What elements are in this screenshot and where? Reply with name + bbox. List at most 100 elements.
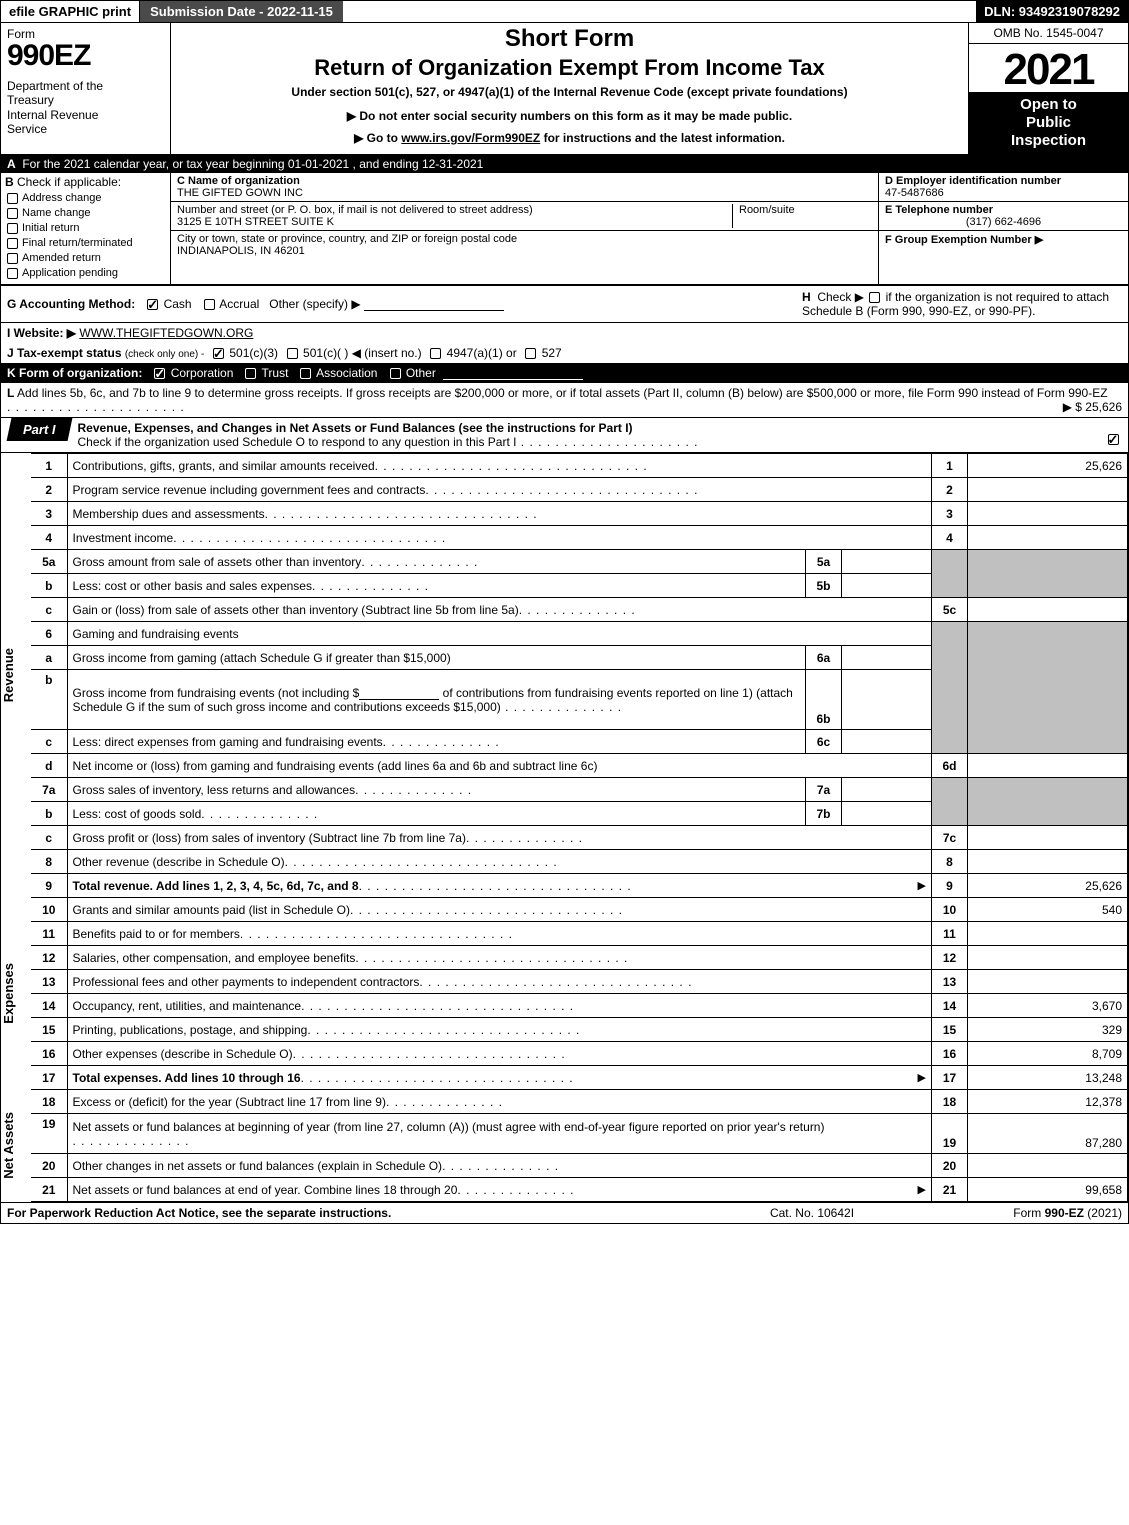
form-header: Form 990EZ Department of theTreasuryInte…: [1, 23, 1128, 155]
checkbox-icon: [7, 268, 18, 279]
table-row: c Gross profit or (loss) from sales of i…: [1, 826, 1128, 850]
website-value[interactable]: WWW.THEGIFTEDGOWN.ORG: [79, 326, 253, 340]
subtitle: Under section 501(c), 527, or 4947(a)(1)…: [177, 85, 962, 99]
dots-icon: [419, 975, 926, 989]
department-text: Department of theTreasuryInternal Revenu…: [7, 79, 164, 137]
dots-icon: [375, 459, 926, 473]
row-num: 1: [31, 454, 67, 478]
b-label: B Check if applicable:: [5, 175, 166, 189]
dots-icon: [361, 555, 800, 569]
checkbox-accrual-icon[interactable]: [204, 299, 215, 310]
chk-final-return[interactable]: Final return/terminated: [7, 237, 166, 249]
table-row: 15 Printing, publications, postage, and …: [1, 1018, 1128, 1042]
group-exemption-row: F Group Exemption Number ▶: [879, 231, 1128, 284]
part-i-header: Part I Revenue, Expenses, and Changes in…: [1, 417, 1128, 453]
checkbox-icon: [7, 253, 18, 264]
chk-application-pending[interactable]: Application pending: [7, 267, 166, 279]
checkbox-other-icon[interactable]: [390, 368, 401, 379]
checkbox-527-icon[interactable]: [525, 348, 536, 359]
submission-date: Submission Date - 2022-11-15: [139, 1, 343, 22]
dots-icon: [355, 783, 800, 797]
chk-amended-return[interactable]: Amended return: [7, 252, 166, 264]
chk-address-change[interactable]: Address change: [7, 192, 166, 204]
table-row: 16 Other expenses (describe in Schedule …: [1, 1042, 1128, 1066]
city-label: City or town, state or province, country…: [177, 233, 872, 245]
ein-value: 47-5487686: [885, 187, 944, 199]
footer-catno: Cat. No. 10642I: [682, 1206, 942, 1220]
line-a-label: A: [7, 157, 16, 171]
omb-number: OMB No. 1545-0047: [969, 23, 1128, 44]
table-row: 6 Gaming and fundraising events: [1, 622, 1128, 646]
street-row: Number and street (or P. O. box, if mail…: [171, 202, 878, 231]
main-title: Return of Organization Exempt From Incom…: [177, 55, 962, 81]
checkbox-corp-icon[interactable]: [154, 368, 165, 379]
checkbox-cash-icon[interactable]: [147, 299, 158, 310]
topbar: efile GRAPHIC print Submission Date - 20…: [1, 1, 1128, 23]
dots-icon: [359, 879, 914, 893]
table-row: 8 Other revenue (describe in Schedule O)…: [1, 850, 1128, 874]
checkbox-parti-icon[interactable]: [1108, 434, 1119, 445]
other-org-blank: [443, 379, 583, 380]
table-row: 21 Net assets or fund balances at end of…: [1, 1178, 1128, 1202]
line-h: H Check ▶ if the organization is not req…: [802, 290, 1122, 318]
ein-row: D Employer identification number 47-5487…: [879, 173, 1128, 202]
revenue-label: Revenue: [1, 648, 16, 702]
dots-icon: [355, 951, 926, 965]
table-row: 20 Other changes in net assets or fund b…: [1, 1154, 1128, 1178]
part-i-check: [1098, 418, 1128, 446]
dots-icon: [285, 855, 926, 869]
line-g: G Accounting Method: Cash Accrual Other …: [7, 297, 802, 311]
dots-icon: [457, 1183, 913, 1197]
org-name-row: C Name of organization THE GIFTED GOWN I…: [171, 173, 878, 202]
checkbox-icon: [7, 193, 18, 204]
checkbox-icon: [7, 208, 18, 219]
checkbox-assoc-icon[interactable]: [300, 368, 311, 379]
dots-icon: [301, 999, 926, 1013]
row-val: 25,626: [968, 454, 1128, 478]
tax-year: 2021: [969, 44, 1128, 92]
checkbox-h-icon[interactable]: [869, 292, 880, 303]
dots-icon: [312, 579, 800, 593]
table-row: 5a Gross amount from sale of assets othe…: [1, 550, 1128, 574]
table-row: 14 Occupancy, rent, utilities, and maint…: [1, 994, 1128, 1018]
expenses-label: Expenses: [1, 963, 16, 1024]
dots-icon: [516, 435, 698, 449]
table-row: Expenses 10 Grants and similar amounts p…: [1, 898, 1128, 922]
table-row: 3 Membership dues and assessments 3: [1, 502, 1128, 526]
dots-icon: [442, 1159, 926, 1173]
group-label: F Group Exemption Number ▶: [885, 234, 1043, 246]
table-row: 13 Professional fees and other payments …: [1, 970, 1128, 994]
checkbox-501c3-icon[interactable]: [213, 348, 224, 359]
line-j: J Tax-exempt status (check only one) - 5…: [1, 343, 1128, 363]
table-row: c Gain or (loss) from sale of assets oth…: [1, 598, 1128, 622]
street-value: 3125 E 10TH STREET SUITE K: [177, 216, 732, 228]
phone-value: (317) 662-4696: [885, 216, 1122, 228]
i-label: I Website: ▶: [7, 326, 76, 340]
k-label: K Form of organization:: [7, 366, 142, 380]
irs-link[interactable]: www.irs.gov/Form990EZ: [401, 131, 540, 145]
checkbox-501c-icon[interactable]: [287, 348, 298, 359]
row-rnum: 1: [932, 454, 968, 478]
table-row: 17 Total expenses. Add lines 10 through …: [1, 1066, 1128, 1090]
dots-icon: [265, 507, 926, 521]
triangle-icon: ▶: [918, 1071, 926, 1084]
dots-icon: [301, 1071, 914, 1085]
directive-link: ▶ Go to www.irs.gov/Form990EZ for instru…: [177, 131, 962, 145]
table-row: d Net income or (loss) from gaming and f…: [1, 754, 1128, 778]
other-specify-blank: [364, 310, 504, 311]
efile-graphic-print: efile GRAPHIC print: [1, 1, 139, 22]
open-to-public: Open toPublicInspection: [969, 92, 1128, 154]
topbar-spacer: [343, 1, 976, 22]
part-i-tab: Part I: [7, 418, 72, 441]
line-g-h: G Accounting Method: Cash Accrual Other …: [1, 285, 1128, 322]
checkbox-trust-icon[interactable]: [245, 368, 256, 379]
chk-name-change[interactable]: Name change: [7, 207, 166, 219]
chk-initial-return[interactable]: Initial return: [7, 222, 166, 234]
dots-icon: [501, 700, 622, 714]
dots-icon: [201, 807, 800, 821]
dots-icon: [386, 1095, 926, 1109]
directive2-pre: ▶ Go to: [354, 131, 401, 145]
header-left: Form 990EZ Department of theTreasuryInte…: [1, 23, 171, 154]
directive-ssn: ▶ Do not enter social security numbers o…: [177, 109, 962, 123]
checkbox-4947-icon[interactable]: [430, 348, 441, 359]
